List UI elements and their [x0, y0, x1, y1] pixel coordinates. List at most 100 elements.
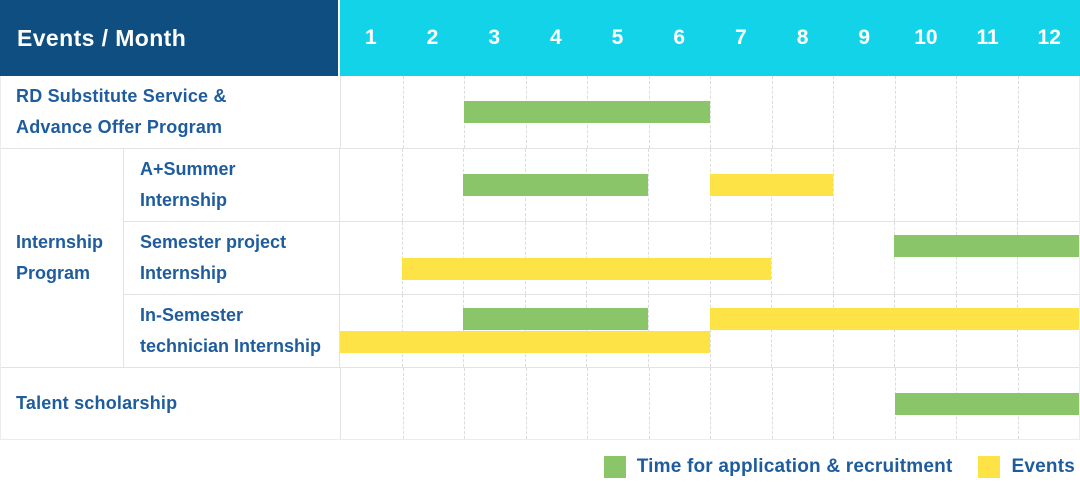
month-gridline: [524, 221, 526, 295]
month-gridline: [463, 221, 465, 295]
chart-cell-rd-substitute: [340, 76, 1079, 148]
month-gridline: [524, 295, 526, 368]
application-bar: [464, 100, 710, 123]
month-gridline: [709, 295, 711, 368]
legend-label: Events: [1011, 456, 1075, 477]
month-header-10: 10: [914, 26, 938, 49]
table-row-rd-substitute: RD Substitute Service & Advance Offer Pro…: [1, 76, 1079, 148]
legend: Time for application & recruitment Events: [0, 440, 1080, 494]
row-label-line: Internship: [140, 189, 228, 210]
subrow-label-in-semester-technician: In-Semester technician Internship: [124, 295, 339, 367]
subrow-label-a-plus-summer: A+Summer Internship: [124, 149, 339, 221]
month-gridline: [956, 76, 957, 148]
month-gridline: [586, 221, 588, 295]
legend-swatch-application: [603, 456, 626, 478]
month-gridline: [894, 295, 896, 368]
month-gridline: [401, 295, 403, 368]
month-gridline: [832, 221, 834, 295]
row-label-line: RD Substitute Service &: [16, 85, 227, 106]
month-header-12: 12: [1037, 26, 1061, 49]
month-gridline: [647, 295, 649, 368]
month-gridline: [710, 368, 711, 439]
events-bar: [401, 258, 772, 281]
month-gridline: [955, 221, 957, 295]
month-gridline: [771, 221, 773, 295]
table-row-group-internship-program: Internship Program A+Summer Internship Semes…: [1, 147, 1079, 368]
month-gridline: [771, 295, 773, 368]
row-label-line: Semester project: [140, 231, 287, 252]
legend-label: Time for application & recruitment: [636, 456, 953, 477]
table-row-talent-scholarship: Talent scholarship: [1, 367, 1079, 439]
month-gridline: [463, 295, 465, 368]
month-header-1: 1: [364, 26, 377, 49]
table-subrow-semester-project: Semester project Internship: [124, 220, 1079, 295]
row-label-line: Internship: [16, 231, 104, 252]
month-gridline: [525, 368, 527, 439]
month-gridline: [955, 148, 957, 221]
month-gridline: [833, 76, 834, 148]
month-gridline: [1017, 76, 1019, 148]
row-label-line: In-Semester: [140, 305, 244, 326]
month-gridline: [894, 76, 896, 148]
legend-item-events: Events: [978, 456, 1075, 478]
month-gridline: [710, 76, 711, 148]
month-gridline: [894, 148, 896, 221]
table-subrow-in-semester-technician: In-Semester technician Internship: [124, 294, 1079, 368]
chart-cell-talent-scholarship: [340, 368, 1079, 439]
month-gridline: [586, 295, 588, 368]
month-header-4: 4: [550, 26, 562, 49]
month-gridline: [464, 368, 465, 439]
row-label-line: technician Internship: [140, 336, 322, 357]
group-subrows: A+Summer Internship Semester project Intern…: [124, 148, 1079, 368]
events-bar: [340, 331, 710, 354]
legend-item-application: Time for application & recruitment: [603, 456, 953, 478]
events-bar: [709, 173, 833, 196]
table-subrow-a-plus-summer: A+Summer Internship: [124, 148, 1079, 221]
row-label-line: Internship: [140, 262, 228, 283]
month-gridline: [647, 221, 649, 295]
month-gridline: [647, 148, 649, 221]
month-gridline: [832, 295, 834, 368]
row-label-talent-scholarship: Talent scholarship: [1, 368, 340, 439]
month-header-5: 5: [611, 26, 624, 49]
application-bar: [463, 173, 648, 196]
month-gridline: [771, 368, 773, 439]
month-gridline: [833, 368, 834, 439]
chart-cell-semester-project: [339, 221, 1079, 295]
month-header-7: 7: [735, 26, 747, 49]
row-label-line: A+Summer: [140, 158, 236, 179]
header-row: Events / Month 1 2 3 4 5 6 7 8 9 10 11 12: [0, 0, 1080, 76]
header-month-numbers: 1 2 3 4 5 6 7 8 9 10 11 12: [340, 0, 1080, 76]
month-gridline: [955, 295, 957, 368]
month-gridline: [771, 76, 773, 148]
legend-swatch-events: [978, 456, 1001, 478]
row-label-line: Talent scholarship: [16, 393, 178, 414]
chart-cell-a-plus-summer: [339, 148, 1079, 221]
header-events-month-label: Events / Month: [0, 0, 340, 76]
application-bar: [894, 234, 1079, 257]
chart-cell-in-semester-technician: [339, 295, 1079, 368]
month-header-3: 3: [488, 26, 501, 49]
gantt-body: RD Substitute Service & Advance Offer Pro…: [0, 76, 1080, 440]
month-header-2: 2: [426, 26, 439, 49]
application-bar: [463, 308, 648, 331]
month-gridline: [709, 221, 711, 295]
month-header-11: 11: [976, 26, 999, 49]
row-label-line: Advance Offer Program: [16, 116, 223, 137]
month-gridline: [401, 148, 403, 221]
events-bar: [709, 308, 1079, 331]
month-gridline: [1017, 148, 1019, 221]
month-gridline: [832, 148, 834, 221]
month-header-8: 8: [796, 26, 809, 49]
application-bar: [894, 392, 1079, 415]
month-gridline: [894, 221, 896, 295]
gantt-table: Events / Month 1 2 3 4 5 6 7 8 9 10 11 12 RD Substi…: [0, 0, 1080, 440]
month-header-9: 9: [858, 26, 871, 49]
row-label-line: Program: [16, 262, 91, 283]
month-gridline: [648, 368, 650, 439]
month-gridline: [401, 221, 403, 295]
month-gridline: [587, 368, 588, 439]
row-label-rd-substitute: RD Substitute Service & Advance Offer Pro…: [1, 76, 340, 148]
subrow-label-semester-project: Semester project Internship: [124, 222, 339, 294]
